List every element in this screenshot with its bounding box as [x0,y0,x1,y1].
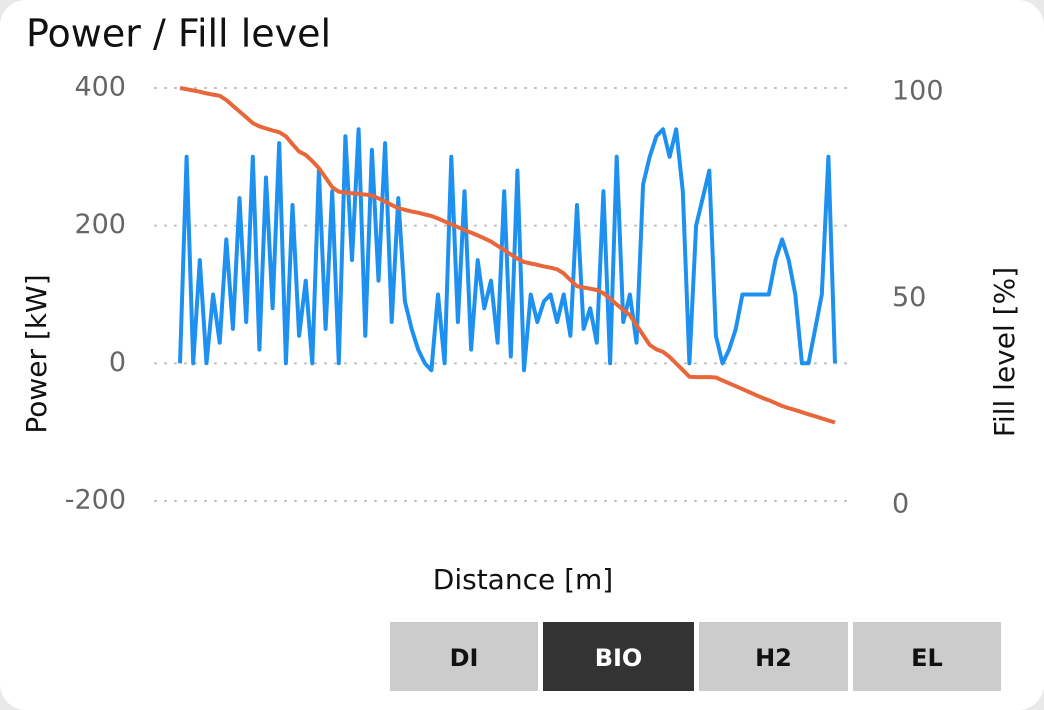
y-axis-label: Power [kW] [20,274,53,433]
button-label: EL [911,644,943,672]
button-label: BIO [595,644,643,672]
button-bg [390,622,538,691]
button-bg [699,622,848,691]
mode-button[interactable]: BIO [543,622,694,691]
y-tick-label: 0 [109,347,126,378]
y2-tick-label: 50 [892,282,926,313]
y-tick-label: 200 [74,209,126,240]
mode-button[interactable]: EL [853,622,1001,691]
series-line [179,86,836,425]
y2-tick-label: 0 [892,489,909,520]
y2-axis-label: Fill level [%] [988,267,1021,437]
series-line [178,127,837,373]
y2-tick-label: 100 [892,76,944,107]
x-axis-label: Distance [m] [433,563,613,596]
mode-button[interactable]: DI [390,622,538,691]
button-bg [543,622,694,691]
button-label: DI [450,644,479,672]
chart-title: Power / Fill level [26,12,331,56]
y-tick-label: 400 [74,72,126,103]
y-tick-label: -200 [65,485,126,516]
button-bg [853,622,1001,691]
mode-button[interactable]: H2 [699,622,848,691]
button-label: H2 [755,644,792,672]
